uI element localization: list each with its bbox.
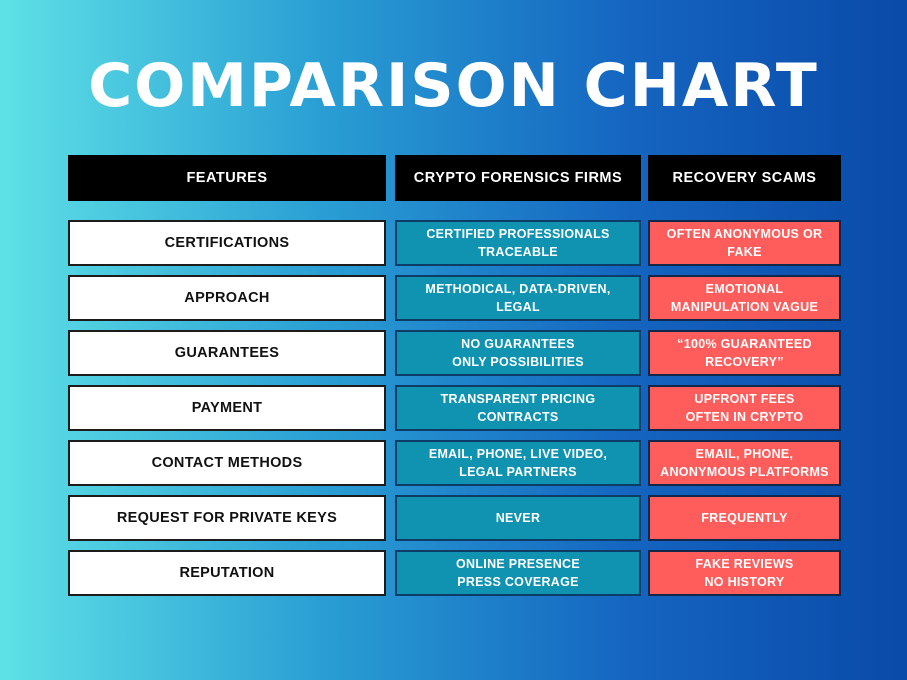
- scams-cell: EMOTIONAL MANIPULATION VAGUE: [648, 275, 841, 321]
- firms-cell: CERTIFIED PROFESSIONALS TRACEABLE: [395, 220, 641, 266]
- table-row: PAYMENT TRANSPARENT PRICING CONTRACTS UP…: [68, 385, 841, 431]
- scams-cell: UPFRONT FEES OFTEN IN CRYPTO: [648, 385, 841, 431]
- table-header: FEATURES CRYPTO FORENSICS FIRMS RECOVERY…: [68, 155, 841, 201]
- feature-cell: PAYMENT: [68, 385, 386, 431]
- scams-cell: EMAIL, PHONE, ANONYMOUS PLATFORMS: [648, 440, 841, 486]
- table-row: REPUTATION ONLINE PRESENCE PRESS COVERAG…: [68, 550, 841, 596]
- feature-cell: APPROACH: [68, 275, 386, 321]
- firms-cell: TRANSPARENT PRICING CONTRACTS: [395, 385, 641, 431]
- header-crypto-forensics-firms: CRYPTO FORENSICS FIRMS: [395, 155, 641, 201]
- firms-cell: ONLINE PRESENCE PRESS COVERAGE: [395, 550, 641, 596]
- table-row: CONTACT METHODS EMAIL, PHONE, LIVE VIDEO…: [68, 440, 841, 486]
- firms-cell: METHODICAL, DATA-DRIVEN, LEGAL: [395, 275, 641, 321]
- feature-cell: REQUEST FOR PRIVATE KEYS: [68, 495, 386, 541]
- table-row: APPROACH METHODICAL, DATA-DRIVEN, LEGAL …: [68, 275, 841, 321]
- firms-cell: EMAIL, PHONE, LIVE VIDEO, LEGAL PARTNERS: [395, 440, 641, 486]
- firms-cell: NEVER: [395, 495, 641, 541]
- scams-cell: FAKE REVIEWS NO HISTORY: [648, 550, 841, 596]
- header-features: FEATURES: [68, 155, 386, 201]
- scams-cell: FREQUENTLY: [648, 495, 841, 541]
- feature-cell: CONTACT METHODS: [68, 440, 386, 486]
- scams-cell: “100% GUARANTEED RECOVERY”: [648, 330, 841, 376]
- scams-cell: OFTEN ANONYMOUS OR FAKE: [648, 220, 841, 266]
- table-row: CERTIFICATIONS CERTIFIED PROFESSIONALS T…: [68, 220, 841, 266]
- table-row: REQUEST FOR PRIVATE KEYS NEVER FREQUENTL…: [68, 495, 841, 541]
- feature-cell: REPUTATION: [68, 550, 386, 596]
- feature-cell: GUARANTEES: [68, 330, 386, 376]
- table-row: GUARANTEES NO GUARANTEES ONLY POSSIBILIT…: [68, 330, 841, 376]
- page-title: COMPARISON CHART: [88, 51, 819, 121]
- header-recovery-scams: RECOVERY SCAMS: [648, 155, 841, 201]
- firms-cell: NO GUARANTEES ONLY POSSIBILITIES: [395, 330, 641, 376]
- feature-cell: CERTIFICATIONS: [68, 220, 386, 266]
